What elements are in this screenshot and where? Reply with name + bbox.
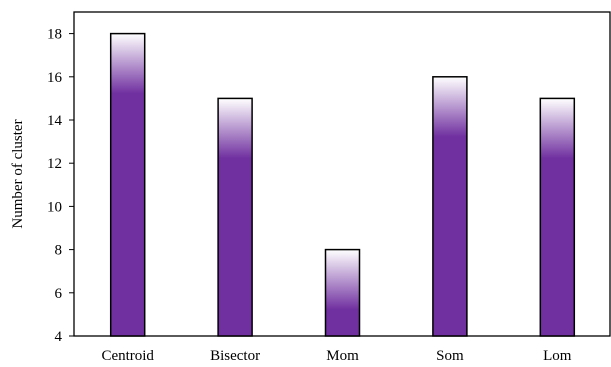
bar-highlight [218,98,253,159]
bar-outline [539,97,576,337]
bar-outline [432,76,468,337]
x-category-label: Centroid [101,348,154,364]
y-axis-title: Number of cluster [10,119,26,228]
y-tick-label: 4 [55,329,63,345]
y-tick-label: 10 [47,199,62,215]
y-tick-label: 16 [47,70,63,86]
x-category-label: Som [436,348,464,364]
x-category-label: Bisector [210,348,260,364]
x-axis: Centroid Bisector Mom Som Lom [101,348,571,364]
x-category-label: Mom [326,348,359,364]
y-tick-label: 6 [55,286,63,302]
bar-outline [109,32,146,337]
y-tick-label: 8 [55,243,63,259]
y-axis: 4 6 8 10 12 14 16 18 [47,27,74,345]
bars-group [109,32,576,337]
bar-highlight [540,98,575,159]
bar-highlight [325,249,360,310]
bar-highlight [432,76,467,137]
bar-outline [324,248,361,337]
bar-highlight [110,33,145,94]
y-tick-label: 12 [47,156,62,172]
x-category-label: Lom [543,348,572,364]
bar-outline [217,97,253,337]
y-tick-label: 18 [47,27,62,43]
y-tick-label: 14 [47,113,63,129]
